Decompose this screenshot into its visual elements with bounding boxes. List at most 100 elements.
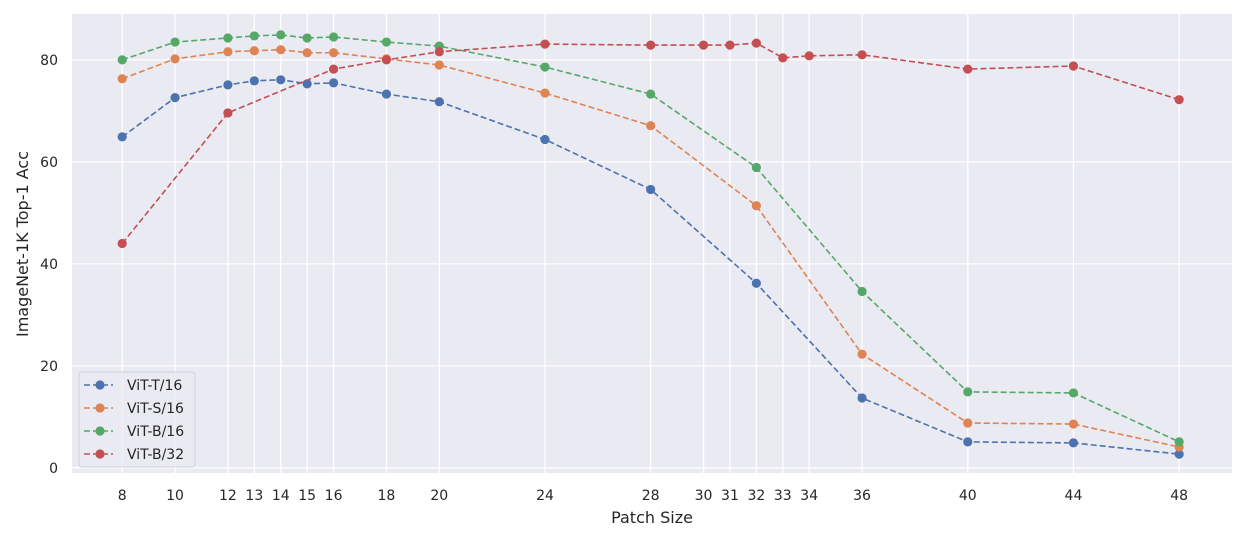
data-point bbox=[117, 55, 127, 65]
legend-label: ViT-S/16 bbox=[127, 401, 184, 417]
series-vit-b-32 bbox=[117, 38, 1184, 249]
data-point bbox=[751, 162, 761, 173]
data-point bbox=[857, 286, 867, 297]
data-point bbox=[963, 387, 973, 397]
x-tick-label: 13 bbox=[245, 488, 263, 504]
x-tick-label: 15 bbox=[298, 488, 316, 504]
y-tick-label: 80 bbox=[40, 53, 58, 69]
data-point bbox=[646, 40, 656, 50]
data-point bbox=[381, 55, 392, 65]
data-point bbox=[381, 89, 392, 99]
data-point bbox=[1068, 438, 1079, 448]
tick-labels: 8 10 12 13 14 15 16 18 20 24 28 30 31 32 33 34 36 40 44 48 0… bbox=[40, 53, 1188, 504]
data-point bbox=[540, 62, 550, 72]
data-point bbox=[804, 51, 814, 61]
data-point bbox=[646, 184, 656, 195]
data-point bbox=[249, 76, 259, 86]
legend-item: ViT-B/32 bbox=[84, 447, 184, 463]
data-point bbox=[249, 46, 259, 56]
x-tick-label: 30 bbox=[695, 488, 713, 504]
data-point bbox=[170, 37, 180, 47]
data-point bbox=[1068, 419, 1079, 429]
data-point bbox=[1174, 437, 1184, 447]
x-tick-label: 32 bbox=[747, 488, 765, 504]
data-point bbox=[434, 47, 444, 57]
legend-marker bbox=[95, 380, 105, 390]
data-point bbox=[223, 80, 233, 90]
data-point bbox=[1068, 388, 1079, 398]
legend-label: ViT-B/16 bbox=[127, 424, 184, 440]
legend-label: ViT-B/32 bbox=[127, 447, 184, 463]
legend-item: ViT-T/16 bbox=[84, 378, 182, 394]
data-point bbox=[540, 134, 550, 145]
data-point bbox=[725, 40, 735, 50]
x-tick-label: 12 bbox=[219, 488, 237, 504]
data-point bbox=[302, 79, 312, 89]
legend-box bbox=[78, 371, 196, 468]
data-point bbox=[646, 89, 656, 99]
data-point bbox=[328, 32, 339, 42]
data-point bbox=[117, 132, 127, 142]
x-tick-label: 18 bbox=[378, 488, 396, 504]
series-vit-b-16 bbox=[117, 30, 1184, 447]
x-tick-label: 24 bbox=[536, 488, 554, 504]
x-tick-label: 8 bbox=[118, 488, 127, 504]
data-point bbox=[223, 108, 233, 118]
data-point bbox=[857, 50, 867, 60]
legend-item: ViT-B/16 bbox=[84, 424, 184, 440]
data-point bbox=[540, 39, 550, 49]
data-point bbox=[963, 418, 973, 428]
data-point bbox=[434, 97, 444, 107]
data-point bbox=[963, 437, 973, 447]
data-point bbox=[540, 88, 550, 98]
x-tick-label: 20 bbox=[430, 488, 448, 504]
data-point bbox=[276, 30, 286, 40]
series-line bbox=[121, 78, 1180, 455]
x-tick-label: 31 bbox=[721, 488, 739, 504]
legend-item: ViT-S/16 bbox=[84, 401, 184, 417]
series-line bbox=[121, 42, 1180, 245]
x-tick-label: 40 bbox=[959, 488, 977, 504]
data-point bbox=[434, 60, 444, 70]
data-point bbox=[646, 121, 656, 131]
y-tick-label: 40 bbox=[40, 257, 58, 273]
x-tick-label: 44 bbox=[1065, 488, 1083, 504]
data-point bbox=[302, 33, 312, 43]
data-point bbox=[328, 64, 339, 74]
data-point bbox=[751, 38, 761, 48]
legend-marker bbox=[95, 426, 105, 436]
series-vit-t-16 bbox=[117, 75, 1184, 459]
data-point bbox=[381, 37, 392, 47]
data-point bbox=[302, 48, 312, 58]
legend-marker bbox=[95, 449, 105, 459]
data-point bbox=[276, 75, 286, 85]
y-tick-label: 0 bbox=[49, 461, 58, 477]
x-tick-label: 34 bbox=[800, 488, 818, 504]
data-point bbox=[117, 74, 127, 84]
data-point bbox=[698, 40, 709, 50]
x-tick-label: 16 bbox=[325, 488, 343, 504]
x-tick-label: 48 bbox=[1170, 488, 1188, 504]
data-point bbox=[328, 78, 339, 88]
data-point bbox=[857, 349, 867, 359]
data-point bbox=[751, 201, 761, 211]
data-point bbox=[276, 45, 286, 55]
data-point bbox=[1068, 61, 1079, 71]
y-tick-label: 20 bbox=[40, 359, 58, 375]
data-point bbox=[857, 393, 867, 403]
data-point bbox=[223, 47, 233, 57]
x-tick-label: 28 bbox=[642, 488, 660, 504]
x-tick-label: 33 bbox=[774, 488, 792, 504]
series-lines bbox=[117, 30, 1184, 459]
data-point bbox=[223, 33, 233, 43]
data-point bbox=[1174, 95, 1184, 105]
data-point bbox=[117, 238, 127, 249]
y-axis-label: ImageNet-1K Top-1 Acc bbox=[13, 151, 32, 337]
data-point bbox=[170, 54, 180, 64]
data-point bbox=[249, 31, 259, 41]
series-line bbox=[121, 34, 1180, 443]
x-tick-label: 14 bbox=[272, 488, 290, 504]
x-axis-label: Patch Size bbox=[611, 508, 693, 527]
data-point bbox=[963, 64, 973, 74]
